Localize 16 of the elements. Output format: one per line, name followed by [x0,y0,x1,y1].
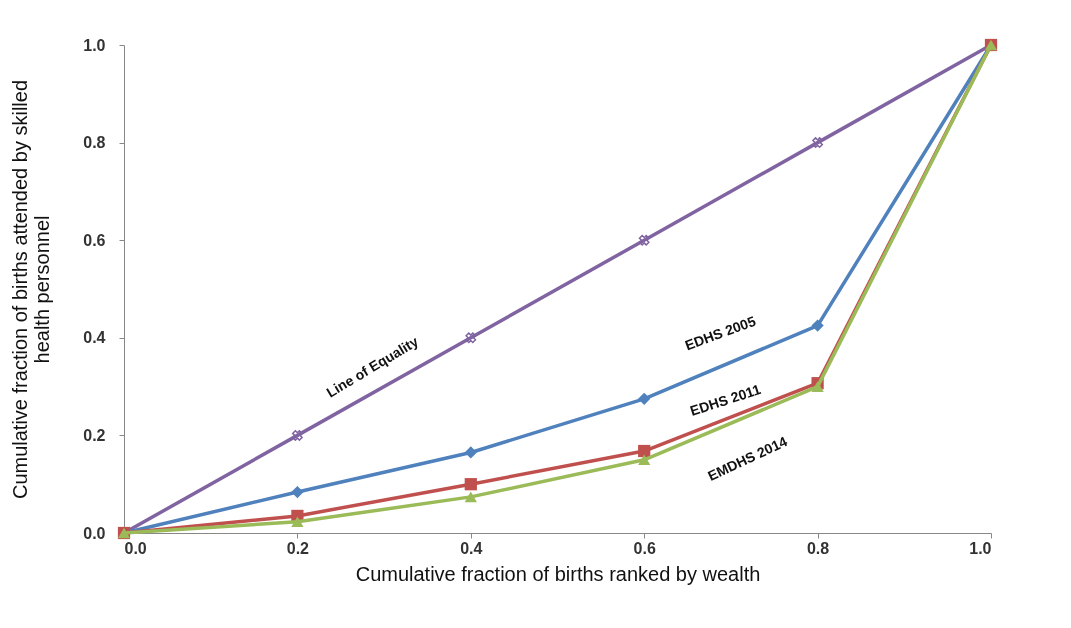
text: EDHS 2005 [682,312,758,354]
y-tick-label: 1.0 [83,36,106,54]
x-axis-title: Cumulative fraction of births ranked by wealth [355,562,761,585]
y-tick-label: 0.4 [83,329,106,347]
y-tick-label: 0.6 [83,231,106,249]
y-tick-label: 0.0 [83,524,106,542]
y-tick-label: 0.8 [83,134,106,152]
text: EDHS 2011 [688,381,763,419]
x-tick-label: 0.4 [460,539,483,557]
x-tick-label: 0.8 [806,539,830,557]
x-tick-label: 0.6 [633,539,656,557]
x-tick-label: 1.0 [969,539,992,557]
y-tick-label: 0.2 [83,426,106,444]
x-tick-label: 0.2 [286,539,310,557]
y-axis-title: Cumulative fraction of births attended by skilled health personnel [9,79,54,500]
x-tick-label: 0.0 [124,539,147,557]
